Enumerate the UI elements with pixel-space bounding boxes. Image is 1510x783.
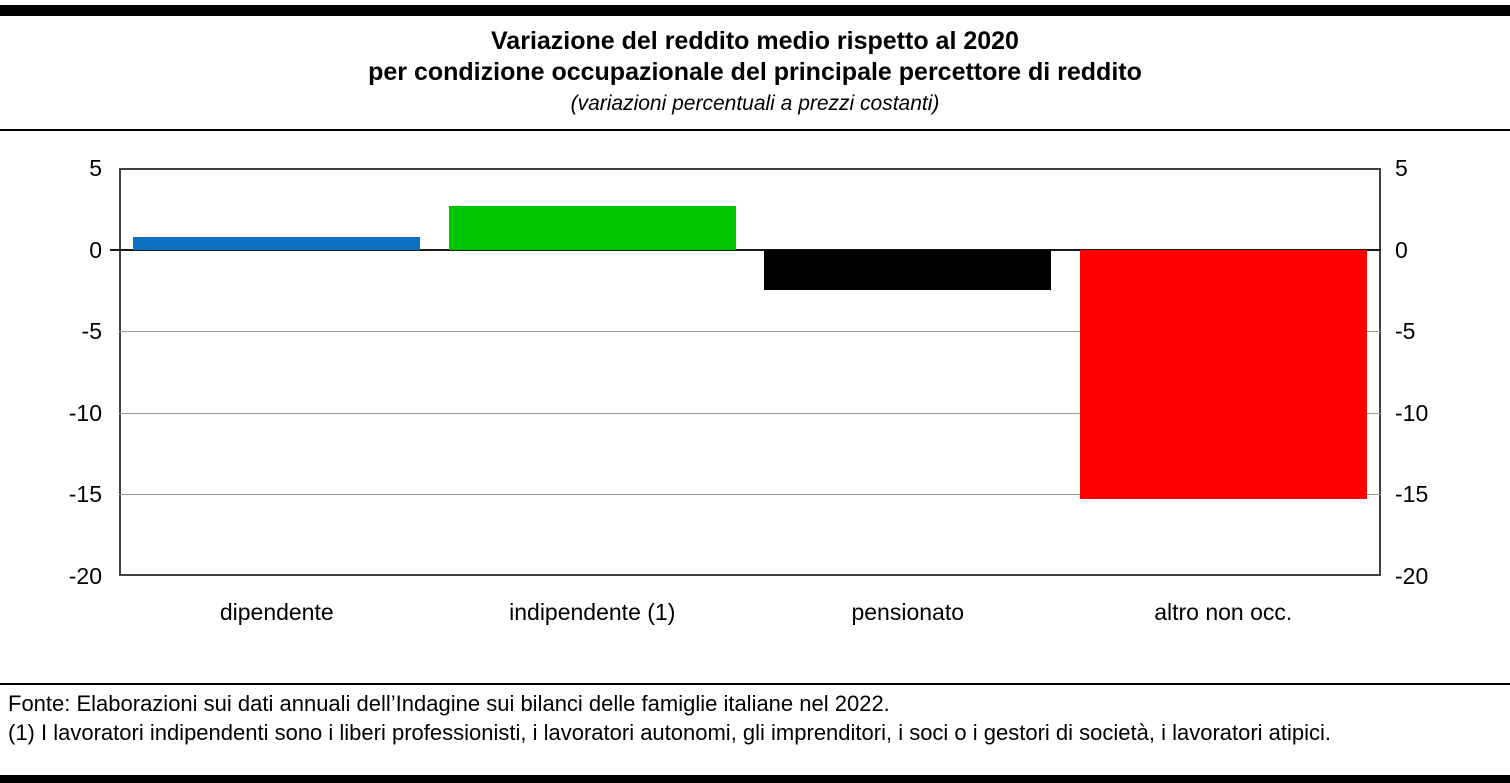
gridline: [119, 412, 1381, 414]
y-axis-label-left: 5: [89, 155, 102, 181]
bar-pensionato: [764, 249, 1052, 291]
bar-dipendente: [133, 236, 421, 250]
footer-divider-rule: [0, 683, 1510, 685]
y-axis-label-left: -10: [68, 399, 102, 426]
footer-source-text: Fonte: Elaborazioni sui dati annuali del…: [8, 691, 890, 716]
y-axis-label-right: -15: [1395, 481, 1429, 508]
bottom-accent-bar: [0, 775, 1510, 783]
chart-title-line2: per condizione occupazionale del princip…: [368, 58, 1142, 86]
y-axis-label-left: -15: [68, 481, 102, 508]
category-label: altro non occ.: [1154, 599, 1293, 625]
y-axis-label-left: -5: [81, 318, 102, 345]
y-axis-label-right: 5: [1395, 155, 1408, 181]
zero-line: [110, 248, 1381, 251]
y-axis-label-right: -20: [1395, 563, 1429, 589]
category-label: indipendente (1): [509, 599, 676, 625]
bar-indipendente-1-: [448, 205, 736, 250]
category-label: pensionato: [851, 599, 965, 625]
category-label: dipendente: [219, 599, 334, 625]
footer: Fonte: Elaborazioni sui dati annuali del…: [8, 689, 1502, 747]
chart-title-line1: Variazione del reddito medio rispetto al…: [491, 27, 1019, 55]
y-axis-label-right: 0: [1395, 236, 1408, 263]
top-accent-bar: [0, 5, 1510, 16]
chart-header: Variazione del reddito medio rispetto al…: [0, 26, 1510, 118]
y-axis-label-left: 0: [89, 236, 102, 263]
chart-subtitle: (variazioni percentuali a prezzi costant…: [570, 92, 940, 115]
y-axis-label-right: -5: [1395, 318, 1416, 345]
header-divider-rule: [0, 129, 1510, 131]
gridline: [119, 331, 1381, 333]
y-axis-label-left: -20: [68, 563, 102, 589]
bar-altro-non-occ-: [1079, 249, 1367, 500]
gridline: [119, 494, 1381, 496]
y-axis-label-right: -10: [1395, 399, 1429, 426]
footer-note-text: (1) I lavoratori indipendenti sono i lib…: [8, 720, 1332, 745]
